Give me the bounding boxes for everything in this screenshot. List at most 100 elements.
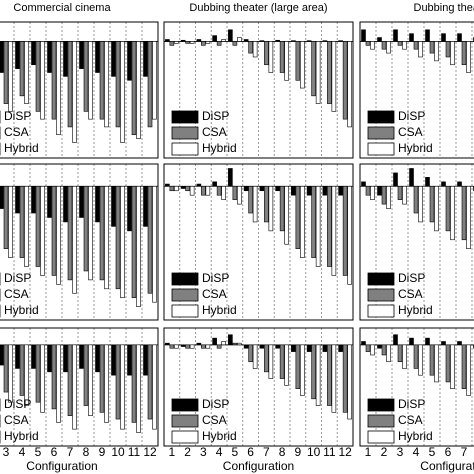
- legend-swatch: [367, 414, 395, 428]
- bar: [338, 344, 343, 352]
- bar: [228, 168, 233, 187]
- bar: [174, 185, 179, 192]
- bar: [131, 41, 137, 135]
- bar: [466, 344, 471, 396]
- x-tick-label: 7: [461, 445, 468, 459]
- bar: [434, 185, 439, 232]
- legend-label: CSA: [202, 287, 227, 301]
- bar: [284, 41, 289, 81]
- bar: [115, 344, 121, 420]
- bar: [361, 29, 366, 42]
- x-tick-label: 2: [184, 445, 191, 459]
- bar: [425, 337, 430, 346]
- bar: [252, 344, 258, 369]
- x-tick-label: 11: [323, 445, 336, 459]
- bar: [397, 185, 403, 200]
- panel: DiSP CSA Hybrid: [164, 328, 353, 446]
- bar: [315, 344, 321, 406]
- bar: [441, 181, 446, 187]
- bar: [397, 41, 403, 46]
- bar: [275, 39, 280, 42]
- bar: [147, 185, 153, 294]
- bar: [327, 41, 332, 104]
- bar: [429, 344, 435, 376]
- bar: [185, 185, 190, 192]
- x-tick-label: 1: [365, 445, 372, 459]
- bar: [0, 344, 4, 366]
- bar: [264, 41, 269, 66]
- bar: [279, 185, 285, 232]
- x-axis-label: Configuration: [26, 459, 97, 473]
- x-tick-label: 10: [111, 445, 125, 459]
- bar: [418, 41, 423, 58]
- bar: [56, 41, 61, 135]
- bar: [434, 344, 439, 383]
- x-tick-label: 5: [429, 445, 436, 459]
- bar: [212, 181, 217, 187]
- bar: [402, 344, 407, 369]
- bar: [300, 344, 305, 396]
- bar: [51, 185, 57, 276]
- panel-frame: [163, 327, 354, 447]
- bar: [413, 185, 419, 214]
- x-axis-label: Configuration: [223, 459, 294, 473]
- bar: [189, 185, 195, 196]
- legend-label: DiSP: [202, 109, 229, 123]
- bar: [127, 41, 132, 81]
- bar: [370, 41, 375, 50]
- x-tick-label: 4: [216, 445, 223, 459]
- bar: [237, 37, 242, 42]
- bar: [31, 41, 36, 66]
- bar: [243, 185, 249, 192]
- bar: [165, 39, 170, 42]
- bar: [212, 35, 217, 42]
- bar: [279, 41, 285, 73]
- bar: [342, 41, 348, 120]
- bar: [228, 29, 233, 42]
- bar: [300, 185, 305, 258]
- legend-swatch: [171, 398, 199, 412]
- legend-swatch: [171, 272, 199, 286]
- bar: [196, 39, 202, 42]
- bar: [370, 344, 375, 356]
- x-tick-label: 10: [307, 445, 321, 459]
- bar: [327, 185, 332, 267]
- panel: DiSP CSA Hybrid: [360, 22, 474, 158]
- bar: [259, 344, 265, 349]
- bar: [0, 41, 4, 73]
- bar: [19, 41, 25, 97]
- bar: [40, 344, 45, 413]
- bar: [413, 41, 419, 50]
- panel-frame: [359, 327, 474, 447]
- bar: [306, 185, 312, 196]
- bar: [445, 185, 451, 232]
- bar: [248, 41, 253, 54]
- bar: [306, 344, 312, 352]
- bar: [445, 344, 451, 383]
- bar: [99, 41, 105, 120]
- bar: [169, 185, 175, 192]
- panel-frame: [359, 21, 474, 159]
- panel-title: Dubbing theater r: [414, 2, 474, 14]
- panel-frame: [163, 163, 354, 321]
- x-tick-label: 3: [3, 445, 10, 459]
- bar: [143, 41, 148, 77]
- bar: [15, 41, 20, 69]
- bar: [174, 344, 179, 349]
- x-tick-label: 8: [279, 445, 286, 459]
- bar: [104, 185, 109, 290]
- x-axis-label: Configuration: [420, 459, 474, 473]
- bar: [56, 344, 61, 423]
- bar: [445, 41, 451, 58]
- bar: [315, 185, 321, 267]
- bar: [409, 33, 414, 42]
- bar: [331, 185, 337, 276]
- bar: [232, 41, 238, 46]
- bar: [248, 185, 253, 214]
- legend-label: DiSP: [4, 397, 31, 411]
- bar: [185, 344, 190, 349]
- bar: [228, 334, 233, 346]
- bar: [450, 41, 455, 66]
- bar: [295, 41, 301, 81]
- bar: [361, 181, 366, 187]
